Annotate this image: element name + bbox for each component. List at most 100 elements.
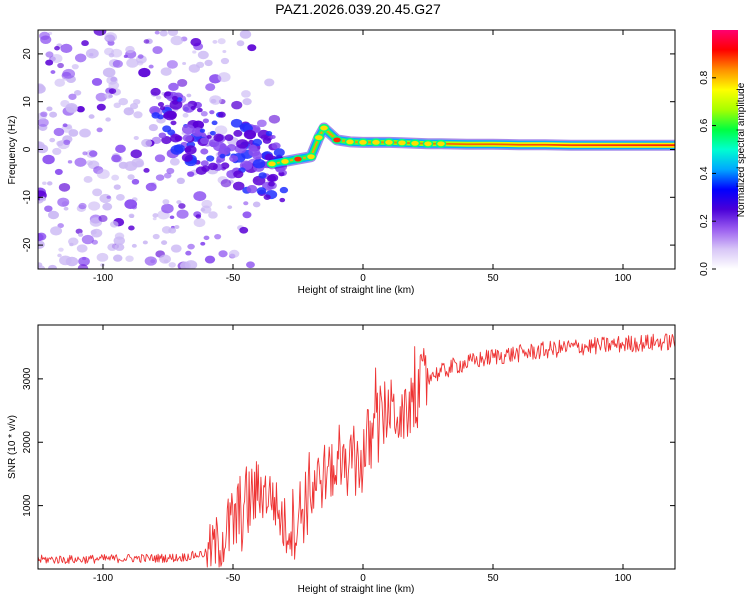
- spectrogram-noise-blob: [38, 118, 49, 127]
- spectrogram-ridge-point: [370, 138, 382, 147]
- snr-ytick-label: 3000: [22, 367, 33, 390]
- spectrogram-noise-blob: [96, 169, 110, 180]
- spectrogram-noise-blob: [45, 51, 54, 58]
- spectrogram-noise-blob: [208, 211, 218, 219]
- spectrogram-ytick-label: -10: [22, 190, 33, 205]
- spectrogram-noise-blob: [205, 83, 216, 92]
- spectrogram-cluster-blob: [174, 135, 183, 142]
- spectrogram-noise-blob: [105, 117, 111, 122]
- spectrogram-y-label: Frequency (Hz): [7, 116, 18, 185]
- spectrogram-noise-blob: [161, 203, 174, 214]
- spectrogram-noise-blob: [38, 83, 45, 91]
- spectrogram-cluster-blob: [181, 124, 195, 135]
- spectrogram-noise-blob: [166, 167, 175, 174]
- spectrogram-noise-blob: [239, 226, 249, 234]
- spectrogram-noise-blob: [190, 37, 202, 47]
- spectrogram-noise-blob: [214, 233, 222, 240]
- spectrogram-noise-blob: [62, 68, 76, 79]
- spectrogram-ytick-label: 0: [22, 146, 33, 152]
- spectrogram-noise-blob: [127, 174, 135, 180]
- spectrogram-noise-blob: [243, 201, 249, 206]
- spectrogram-cluster-blob: [170, 120, 177, 126]
- spectrogram-noise-blob: [242, 98, 252, 106]
- spectrogram-cluster-blob: [242, 161, 253, 170]
- spectrogram-noise-blob: [203, 235, 210, 241]
- spectrogram-xtick-label: -100: [93, 273, 113, 284]
- spectrogram-ridge-point: [344, 137, 356, 146]
- spectrogram-cluster-blob: [219, 153, 226, 159]
- spectrogram-noise-blob: [143, 39, 150, 44]
- spectrogram-cluster-blob: [217, 111, 226, 118]
- spectrogram-ridge-point: [279, 157, 291, 166]
- spectrogram-noise-blob: [76, 106, 85, 113]
- snr-xtick-label: 100: [615, 573, 632, 584]
- spectrogram-noise-blob: [118, 97, 129, 106]
- spectrogram-noise-blob: [54, 78, 66, 87]
- spectrogram-cluster-blob: [266, 174, 277, 183]
- spectrogram-noise-blob: [155, 95, 162, 100]
- snr-xtick-label: -100: [93, 573, 113, 584]
- spectrogram-cluster-blob: [208, 162, 218, 171]
- spectrogram-noise-blob: [247, 44, 257, 52]
- spectrogram-noise-blob: [68, 93, 77, 100]
- spectrogram-cluster-blob: [158, 132, 167, 139]
- spectrogram-cluster-blob: [151, 112, 160, 119]
- spectrogram-noise-blob: [161, 240, 168, 245]
- spectrogram-ridge-point: [331, 135, 343, 144]
- spectrogram-noise-blob: [200, 111, 208, 117]
- spectrogram-noise-blob: [91, 77, 103, 86]
- spectrogram-ridge-point: [305, 152, 317, 161]
- spectrogram-noise-blob: [82, 151, 88, 156]
- spectrogram-noise-blob: [111, 174, 120, 181]
- spectrogram-noise-blob: [195, 214, 202, 219]
- spectrogram-cluster-blob: [163, 110, 177, 121]
- spectrogram-noise-blob: [88, 114, 95, 119]
- spectrogram-noise-blob: [104, 92, 113, 99]
- spectrogram-cluster-blob: [256, 187, 267, 195]
- spectrogram-noise-blob: [75, 228, 83, 235]
- spectrogram-noise-blob: [127, 107, 133, 111]
- spectrogram-ridge-point: [313, 133, 325, 142]
- spectrogram-noise-blob: [152, 233, 160, 240]
- spectrogram-noise-blob: [178, 203, 186, 209]
- spectrogram-noise-blob: [138, 67, 151, 78]
- spectrogram-cluster-blob: [229, 155, 239, 163]
- spectrogram-xtick-label: 100: [615, 273, 632, 284]
- snr-xtick-label: 0: [360, 573, 366, 584]
- spectrogram-cluster-blob: [246, 184, 258, 194]
- spectrogram-noise-blob: [204, 59, 213, 67]
- spectrogram-cluster-blob: [176, 97, 183, 102]
- spectrogram-noise-blob: [96, 252, 109, 262]
- spectrogram-noise-blob: [182, 113, 189, 118]
- spectrogram-noise-blob: [90, 228, 103, 238]
- spectrogram-noise-blob: [222, 50, 227, 54]
- spectrogram-cluster-blob: [236, 139, 249, 149]
- spectrogram-noise-blob: [152, 213, 159, 218]
- spectrogram-noise-blob: [115, 144, 126, 153]
- spectrogram-noise-blob: [98, 215, 108, 223]
- spectrogram-noise-blob: [212, 39, 218, 44]
- spectrogram-noise-blob: [42, 154, 55, 165]
- spectrogram-ridge-point: [318, 124, 330, 132]
- spectrogram-noise-blob: [60, 99, 70, 108]
- spectrogram-noise-blob: [174, 225, 180, 230]
- spectrogram-noise-blob: [246, 261, 255, 269]
- spectrogram-noise-blob: [179, 261, 191, 269]
- spectrogram-noise-blob: [170, 244, 182, 253]
- spectrogram-noise-blob: [150, 87, 161, 96]
- snr-plot-area: [38, 333, 675, 568]
- spectrogram-cluster-blob: [201, 165, 210, 172]
- spectrogram-noise-blob: [141, 138, 153, 148]
- spectrogram-noise-blob: [168, 227, 177, 234]
- spectrogram-cluster-blob: [184, 145, 197, 155]
- spectrogram-noise-blob: [85, 48, 99, 59]
- spectrogram-plot-area: [38, 30, 675, 269]
- snr-xtick-label: 50: [487, 573, 499, 584]
- spectrogram-noise-blob: [182, 61, 187, 66]
- spectrogram-x-axis: -100 -50 0 50 100: [93, 30, 632, 284]
- spectrogram-noise-blob: [160, 67, 172, 76]
- spectrogram-noise-blob: [67, 160, 73, 164]
- spectrogram-noise-blob: [130, 149, 142, 159]
